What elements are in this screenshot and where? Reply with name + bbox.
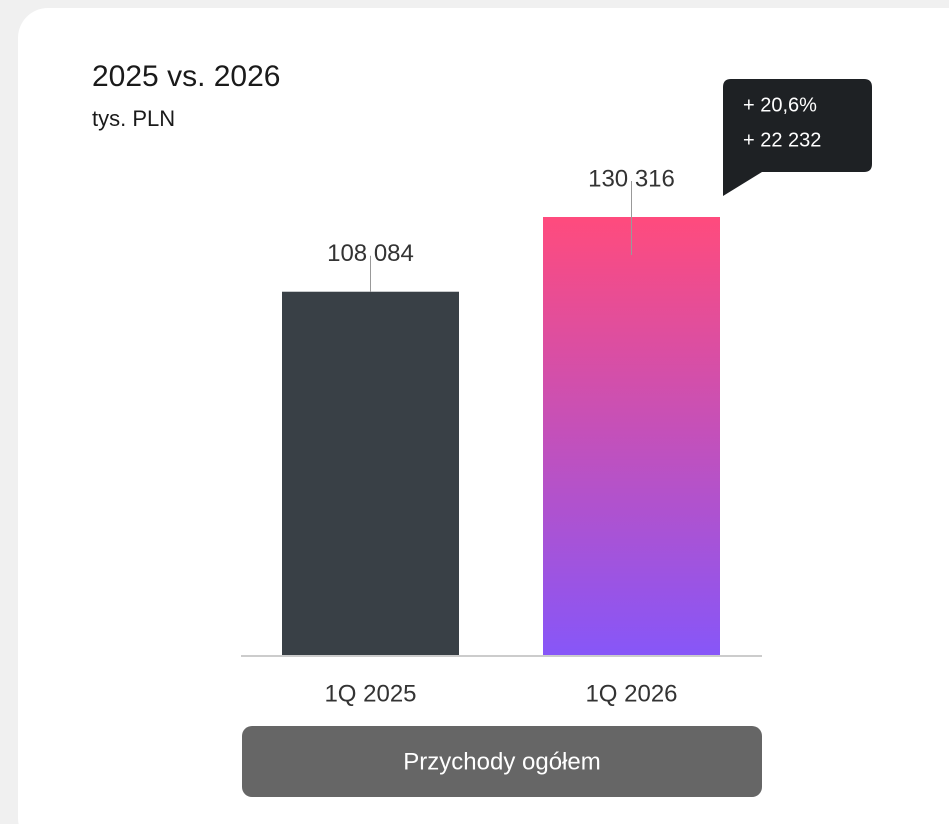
value-label: 130 316 — [588, 165, 675, 192]
x-tick-label: 1Q 2026 — [585, 680, 677, 707]
tooltip-box — [723, 79, 872, 196]
value-label: 108 084 — [327, 240, 414, 267]
series-label-box — [242, 726, 762, 797]
bar — [282, 291, 459, 655]
bar — [543, 217, 720, 655]
x-tick-label: 1Q 2025 — [324, 680, 416, 707]
chart-subtitle: tys. PLN — [92, 106, 175, 131]
annotation: + 22 232 — [743, 129, 821, 151]
series-label: Przychody ogółem — [403, 748, 600, 775]
chart-title: 2025 vs. 2026 — [92, 60, 280, 93]
annotation: + 20,6% — [743, 94, 817, 116]
